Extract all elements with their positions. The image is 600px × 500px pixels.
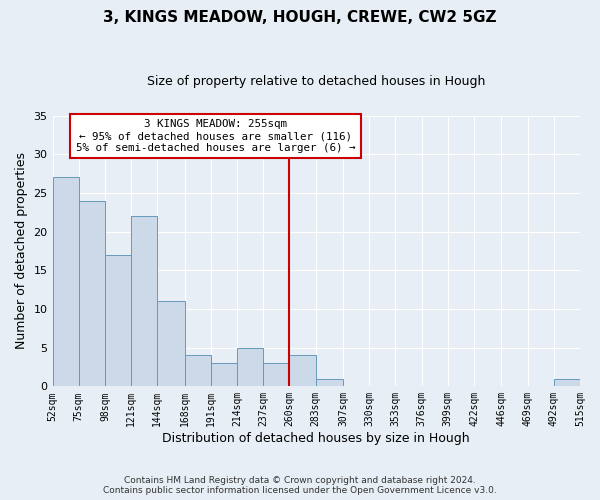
- X-axis label: Distribution of detached houses by size in Hough: Distribution of detached houses by size …: [163, 432, 470, 445]
- Y-axis label: Number of detached properties: Number of detached properties: [15, 152, 28, 350]
- Bar: [79, 200, 105, 386]
- Bar: [185, 356, 211, 386]
- Bar: [157, 301, 185, 386]
- Text: 3, KINGS MEADOW, HOUGH, CREWE, CW2 5GZ: 3, KINGS MEADOW, HOUGH, CREWE, CW2 5GZ: [103, 10, 497, 25]
- Title: Size of property relative to detached houses in Hough: Size of property relative to detached ho…: [147, 75, 485, 88]
- Bar: [131, 216, 157, 386]
- Bar: [53, 178, 79, 386]
- Bar: [237, 348, 263, 387]
- Bar: [554, 378, 580, 386]
- Text: Contains HM Land Registry data © Crown copyright and database right 2024.
Contai: Contains HM Land Registry data © Crown c…: [103, 476, 497, 495]
- Bar: [316, 378, 343, 386]
- Bar: [289, 356, 316, 386]
- Bar: [105, 255, 131, 386]
- Bar: [211, 363, 237, 386]
- Bar: [263, 363, 289, 386]
- Text: 3 KINGS MEADOW: 255sqm
← 95% of detached houses are smaller (116)
5% of semi-det: 3 KINGS MEADOW: 255sqm ← 95% of detached…: [76, 120, 355, 152]
